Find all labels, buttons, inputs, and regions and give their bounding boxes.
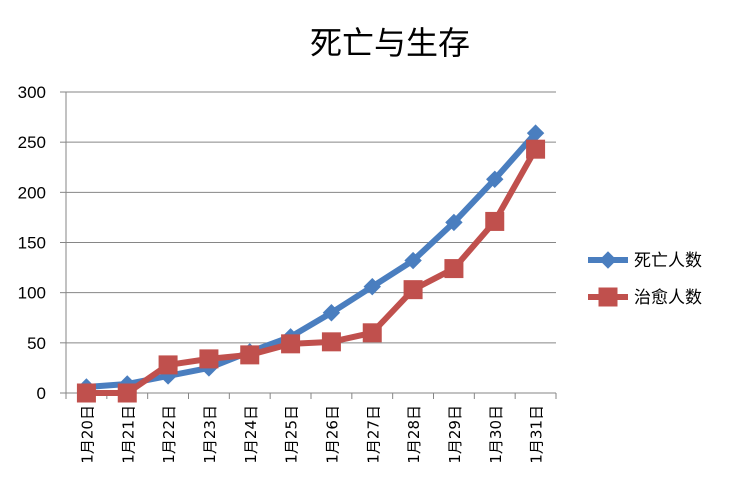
y-axis-ticks: 0 50 100 150 200 250 300 xyxy=(18,83,66,403)
x-tick-label: 1月30日 xyxy=(487,405,505,464)
data-point xyxy=(240,345,260,365)
data-point xyxy=(158,355,178,375)
y-tick-label: 50 xyxy=(27,334,46,353)
series-2 xyxy=(76,139,546,403)
legend-marker xyxy=(599,251,617,269)
data-point xyxy=(445,213,463,232)
x-tick-label: 1月27日 xyxy=(364,405,382,464)
legend-marker xyxy=(598,287,618,307)
data-point xyxy=(403,280,423,300)
chart-title: 死亡与生存 xyxy=(310,24,470,62)
data-point xyxy=(526,139,546,159)
data-point xyxy=(485,211,505,231)
gridlines xyxy=(66,91,556,344)
y-tick-label: 150 xyxy=(18,234,46,253)
x-tick-label: 1月26日 xyxy=(323,405,341,464)
data-point xyxy=(404,251,422,270)
y-tick-label: 0 xyxy=(37,384,46,403)
y-tick-label: 300 xyxy=(18,83,46,102)
data-point xyxy=(321,332,341,352)
x-tick-label: 1月24日 xyxy=(242,405,260,464)
data-point xyxy=(281,334,301,354)
data-point xyxy=(117,383,137,403)
x-tick-label: 1月23日 xyxy=(201,405,219,464)
data-point xyxy=(363,277,381,296)
series-line xyxy=(83,130,539,390)
legend-label: 治愈人数 xyxy=(634,288,702,308)
data-point xyxy=(199,349,219,369)
x-tick-label: 1月22日 xyxy=(160,405,178,464)
y-tick-label: 200 xyxy=(18,183,46,202)
legend-item: 治愈人数 xyxy=(588,287,702,308)
x-tick-label: 1月25日 xyxy=(283,405,301,464)
y-tick-label: 250 xyxy=(18,133,46,152)
data-point xyxy=(444,259,464,279)
series-layer xyxy=(76,124,546,403)
legend-label: 死亡人数 xyxy=(634,251,702,271)
x-tick-label: 1月20日 xyxy=(78,405,96,464)
x-tick-label: 1月29日 xyxy=(446,405,464,464)
y-tick-label: 100 xyxy=(18,284,46,303)
data-point xyxy=(362,323,382,343)
data-point xyxy=(322,304,341,322)
data-point xyxy=(76,383,96,403)
x-axis-ticks: 1月20日 1月21日 1月22日 1月23日 1月24日 1月25日 1月26日 1月27日… xyxy=(65,393,557,464)
x-tick-label: 1月31日 xyxy=(528,405,546,464)
x-tick-label: 1月28日 xyxy=(405,405,423,464)
series-1 xyxy=(77,124,545,396)
series-line xyxy=(83,146,539,396)
x-tick-label: 1月21日 xyxy=(119,405,137,464)
data-point xyxy=(486,170,504,188)
legend-item: 死亡人数 xyxy=(588,251,702,271)
